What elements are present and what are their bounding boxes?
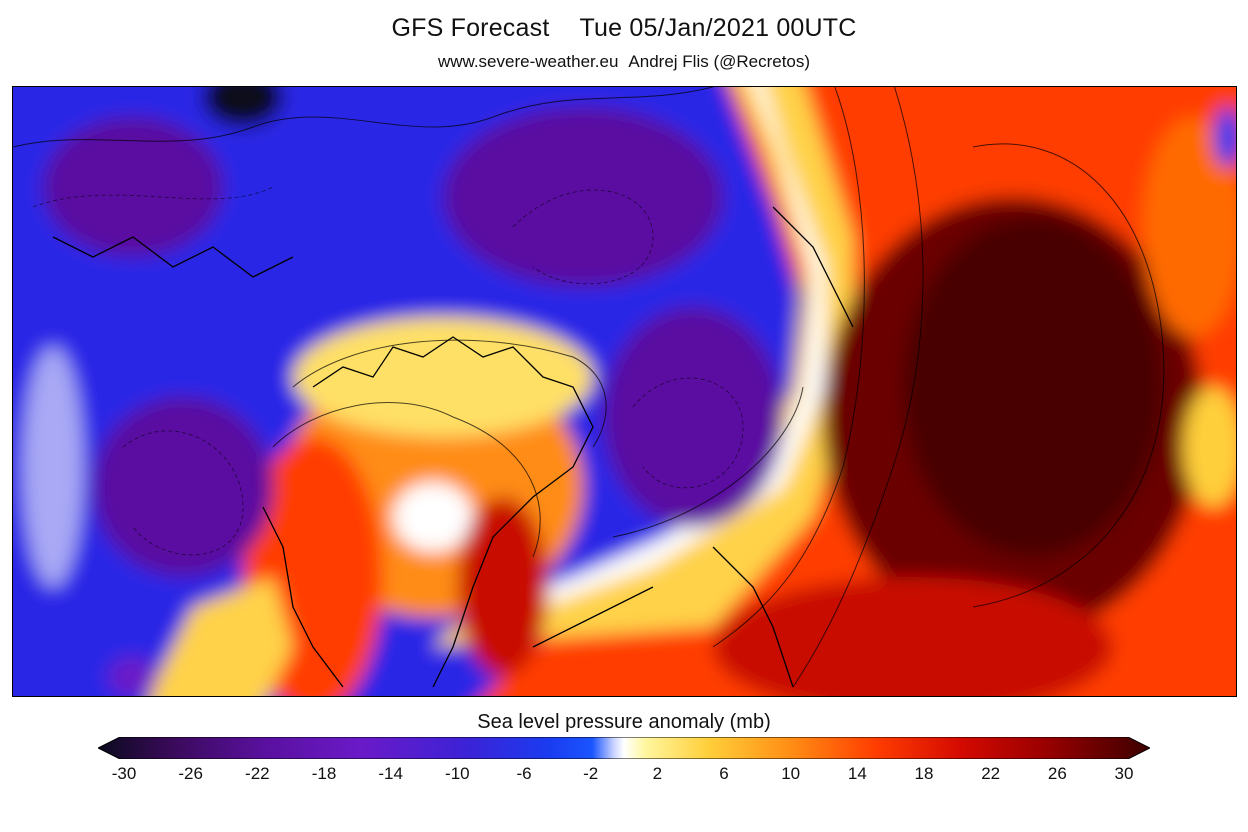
colorbar-tick-label: -10 bbox=[445, 764, 470, 783]
greenland-coast bbox=[312, 336, 594, 688]
colorbar-title: Sea level pressure anomaly (mb) bbox=[477, 711, 771, 733]
model-label: GFS Forecast bbox=[391, 14, 550, 42]
dashed-contour bbox=[632, 377, 744, 489]
canada-low bbox=[93, 397, 273, 577]
labrador-yellow bbox=[150, 577, 293, 696]
eurasia-high-south bbox=[713, 577, 1113, 696]
anomaly-field-svg bbox=[13, 87, 1236, 696]
colorbar-tick-label: -6 bbox=[516, 764, 532, 783]
forecast-time: Tue 05/Jan/2021 00UTC bbox=[579, 14, 857, 42]
contour-line bbox=[292, 339, 607, 448]
colorbar-tick-label: 30 bbox=[1114, 764, 1134, 783]
colorbar-tick-label: -30 bbox=[111, 764, 137, 783]
anomaly-map bbox=[12, 86, 1237, 697]
greenland-peak-low bbox=[393, 482, 473, 552]
contour-line bbox=[13, 87, 714, 148]
colorbar-tick-label: -2 bbox=[583, 764, 599, 783]
colorbar-gradient bbox=[98, 737, 1150, 759]
scandinavia-coast bbox=[712, 546, 794, 688]
anomaly-shading bbox=[13, 87, 1236, 696]
colorbar-tick-label: -22 bbox=[245, 764, 270, 783]
southwest-low bbox=[108, 657, 158, 696]
norwegian-low bbox=[603, 307, 783, 527]
map-title: GFS Forecast Tue 05/Jan/2021 00UTC bbox=[0, 14, 1248, 43]
deep-low-core bbox=[203, 87, 283, 127]
contours bbox=[13, 87, 1165, 688]
contour-line bbox=[792, 87, 924, 688]
pacific-low bbox=[443, 107, 723, 287]
siberia-coast bbox=[772, 206, 854, 328]
colorbar bbox=[98, 737, 1150, 759]
credit-author: Andrej Flis (@Recretos) bbox=[628, 52, 811, 71]
aleutian-low bbox=[43, 117, 223, 257]
contour-line bbox=[612, 386, 804, 538]
contour-line bbox=[272, 402, 541, 558]
colorbar-tick-label: 2 bbox=[652, 764, 663, 783]
colorbar-tick-label: 26 bbox=[1047, 764, 1067, 783]
colorbar-tick-label: -26 bbox=[178, 764, 203, 783]
colorbar-tick-label: 18 bbox=[914, 764, 934, 783]
west-coast-neutral bbox=[23, 347, 83, 587]
arctic-ridge bbox=[293, 317, 593, 437]
siberian-high-center bbox=[903, 217, 1163, 557]
alaska-coast bbox=[52, 236, 294, 278]
dashed-contours bbox=[32, 186, 744, 556]
credit-line: www.severe-weather.eu Andrej Flis (@Recre… bbox=[0, 52, 1248, 72]
colorbar-tick-label: 10 bbox=[781, 764, 801, 783]
iceland-coast bbox=[532, 586, 654, 648]
baffin-coast bbox=[262, 506, 344, 688]
contour-line bbox=[972, 143, 1165, 608]
far-east-low bbox=[1214, 107, 1236, 167]
colorbar-tick-label: -18 bbox=[311, 764, 337, 783]
colorbar-tick-label: -14 bbox=[378, 764, 403, 783]
colorbar-ticks: -30 -26 -22 -18 -14 -10 -6 -2 2 6 10 14 18 22 26 30 bbox=[0, 764, 1248, 788]
coastlines bbox=[52, 206, 854, 688]
dashed-contour bbox=[122, 430, 244, 556]
dashed-contour bbox=[32, 186, 274, 208]
dashed-contour bbox=[512, 189, 654, 285]
denmark-strait-high bbox=[458, 497, 548, 677]
colorbar-tick-label: 14 bbox=[847, 764, 867, 783]
contour-line bbox=[712, 87, 865, 648]
colorbar-tick-label: 22 bbox=[981, 764, 1001, 783]
credit-url: www.severe-weather.eu bbox=[437, 52, 619, 71]
east-yellow bbox=[1183, 387, 1236, 507]
east-orange bbox=[1143, 117, 1236, 337]
colorbar-tick-label: 6 bbox=[719, 764, 729, 783]
